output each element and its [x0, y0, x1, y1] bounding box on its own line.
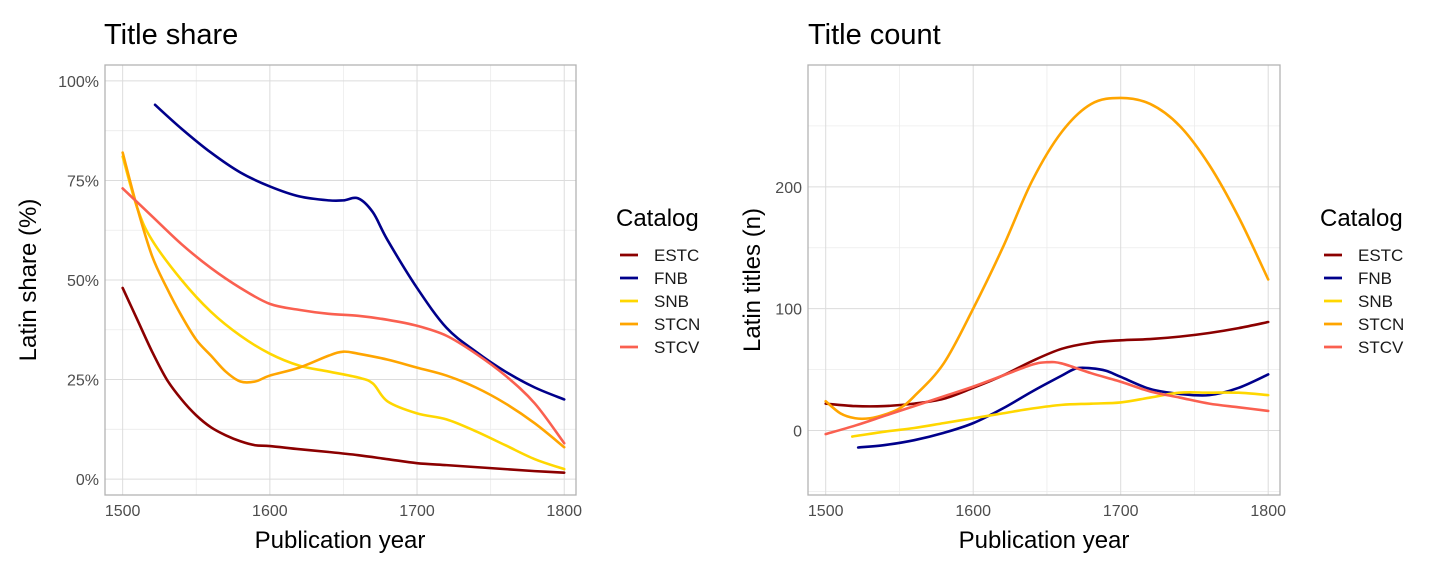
chart-panel-share: 1500 1600 1700 1800 0% 25% 50% 75% 100% Title sha…: [15, 19, 700, 554]
series-line-snb: [850, 391, 1270, 438]
legend-label: STCV: [1358, 338, 1404, 357]
y-tick-label: 100%: [58, 74, 99, 91]
x-tick-label: 1800: [1250, 503, 1286, 520]
y-tick-label: 25%: [67, 373, 99, 390]
x-tick-label: 1500: [105, 503, 141, 520]
series-line-stcn: [824, 96, 1270, 421]
legend-title: Catalog: [1320, 205, 1403, 232]
legend-label: SNB: [654, 292, 689, 311]
panel-title: Title count: [808, 19, 941, 51]
series-line-stcv: [121, 187, 566, 445]
x-tick-label: 1600: [955, 503, 991, 520]
legend-label: FNB: [654, 269, 688, 288]
legend-label: SNB: [1358, 292, 1393, 311]
series-line-fnb: [153, 103, 566, 401]
y-tick-label: 0%: [76, 472, 99, 489]
series-line-stcv: [824, 360, 1270, 436]
x-tick-label: 1500: [808, 503, 844, 520]
y-tick-label: 0: [793, 423, 802, 440]
y-tick-label: 200: [775, 180, 802, 197]
series-line-fnb: [856, 366, 1270, 449]
x-axis-title: Publication year: [255, 527, 426, 554]
legend-label: STCN: [1358, 315, 1404, 334]
legend-label: STCV: [654, 338, 700, 357]
legend: Catalog ESTC FNB SNB STCN STCV: [1320, 205, 1404, 357]
series-line-estc: [121, 286, 566, 474]
x-tick-label: 1700: [1103, 503, 1139, 520]
y-axis-title: Latin titles (n): [739, 208, 766, 352]
series-line-estc: [824, 320, 1270, 408]
y-tick-label: 100: [775, 302, 802, 319]
y-axis-title: Latin share (%): [15, 199, 42, 362]
legend-title: Catalog: [616, 205, 699, 232]
legend: Catalog ESTC FNB SNB STCN STCV: [616, 205, 700, 357]
legend-label: ESTC: [1358, 246, 1403, 265]
x-tick-label: 1700: [399, 503, 435, 520]
panel-title: Title share: [104, 19, 238, 51]
legend-label: STCN: [654, 315, 700, 334]
x-tick-label: 1600: [252, 503, 288, 520]
chart-panel-count: 1500 1600 1700 1800 0 100 200 Title count Public…: [739, 19, 1404, 554]
x-tick-label: 1800: [546, 503, 582, 520]
legend-label: FNB: [1358, 269, 1392, 288]
series-line-snb: [121, 155, 566, 471]
legend-label: ESTC: [654, 246, 699, 265]
y-tick-label: 75%: [67, 173, 99, 190]
y-tick-label: 50%: [67, 273, 99, 290]
series-line-stcn: [121, 151, 566, 449]
x-axis-title: Publication year: [959, 527, 1130, 554]
panel-border: [807, 64, 1281, 496]
panel-border: [104, 64, 577, 496]
